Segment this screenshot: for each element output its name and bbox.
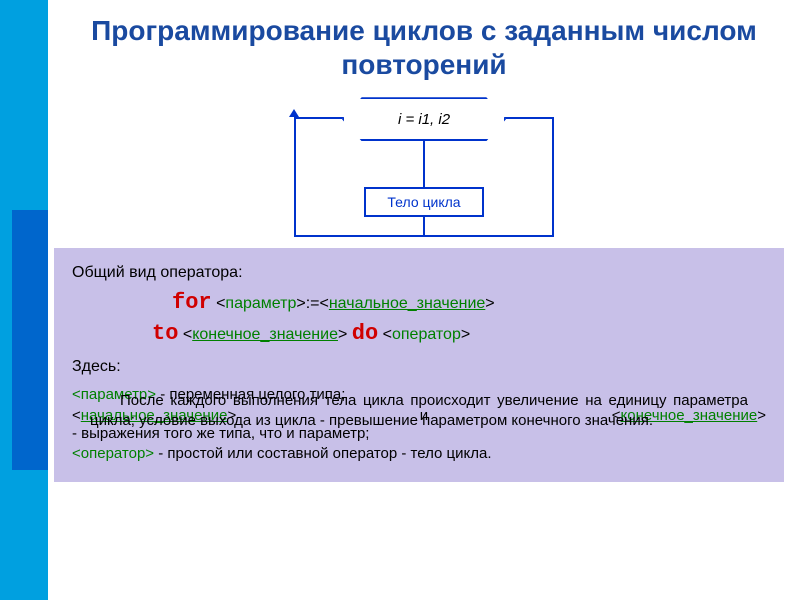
flow-line — [552, 117, 554, 237]
flow-line — [294, 117, 344, 119]
param-token: параметр — [225, 295, 296, 312]
loop-body-label: Тело цикла — [387, 194, 460, 210]
ao: < — [72, 407, 81, 424]
angle-close: > — [296, 295, 305, 312]
syntax-line-1: for <параметр>:=<начальное_значение> — [72, 290, 766, 315]
angle-open: < — [320, 295, 329, 312]
flowchart: i = i1, i2 Тело цикла — [234, 87, 614, 242]
page-title: Программирование циклов с заданным число… — [48, 0, 800, 87]
angle-close: > — [338, 326, 352, 343]
angle-open: < — [183, 326, 192, 343]
operator-token: оператор — [392, 326, 461, 343]
angle-open: < — [216, 295, 225, 312]
code-box: Общий вид оператора: for <параметр>:=<на… — [54, 248, 784, 482]
keyword-do: do — [352, 321, 378, 346]
end-value-token: конечное_значение — [192, 326, 338, 343]
main-content: Программирование циклов с заданным число… — [48, 0, 800, 600]
assign-token: := — [306, 295, 320, 312]
angle-close: > — [485, 295, 494, 312]
explain-block: <параметр> - переменная целого типа; <на… — [72, 385, 766, 464]
explain-op-token: <оператор> — [72, 445, 154, 462]
sidebar-accent — [12, 210, 48, 470]
ac: > — [757, 407, 766, 424]
start-value-token: начальное_значение — [329, 295, 485, 312]
arrow-icon — [289, 109, 299, 117]
flow-line — [423, 141, 425, 187]
flow-line — [423, 217, 425, 235]
loop-condition-node: i = i1, i2 — [342, 97, 506, 141]
syntax-heading: Общий вид оператора: — [72, 262, 766, 284]
angle-open: < — [383, 326, 392, 343]
keyword-for: for — [172, 290, 212, 315]
explain-op-desc: - простой или составной оператор - тело … — [154, 445, 491, 462]
explain-operator: <оператор> - простой или составной опера… — [72, 444, 766, 464]
syntax-line-2: to <конечное_значение> do <оператор> — [72, 321, 766, 346]
flow-line — [294, 235, 554, 237]
keyword-to: to — [152, 321, 178, 346]
flow-line — [294, 117, 296, 237]
angle-close: > — [461, 326, 470, 343]
flow-line — [504, 117, 554, 119]
loop-body-node: Тело цикла — [364, 187, 484, 217]
overlay-paragraph: После каждого выполнения тела цикла прои… — [90, 391, 748, 430]
here-label: Здесь: — [72, 356, 766, 378]
loop-condition-label: i = i1, i2 — [398, 111, 450, 128]
